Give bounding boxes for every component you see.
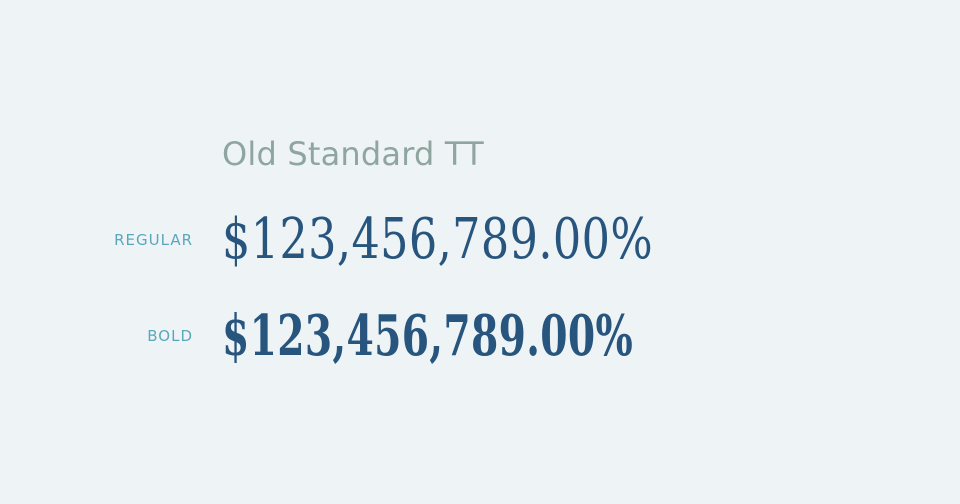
bold-weight-row: BOLD $123,456,789.00%: [0, 296, 960, 376]
bold-weight-label: BOLD: [147, 327, 193, 345]
regular-weight-label: REGULAR: [114, 231, 193, 249]
regular-weight-row: REGULAR $123,456,789.00%: [0, 200, 960, 280]
regular-sample-text: $123,456,789.00%: [222, 207, 654, 272]
bold-sample-text: $123,456,789.00%: [222, 303, 634, 369]
font-name-title: Old Standard TT: [222, 135, 484, 173]
